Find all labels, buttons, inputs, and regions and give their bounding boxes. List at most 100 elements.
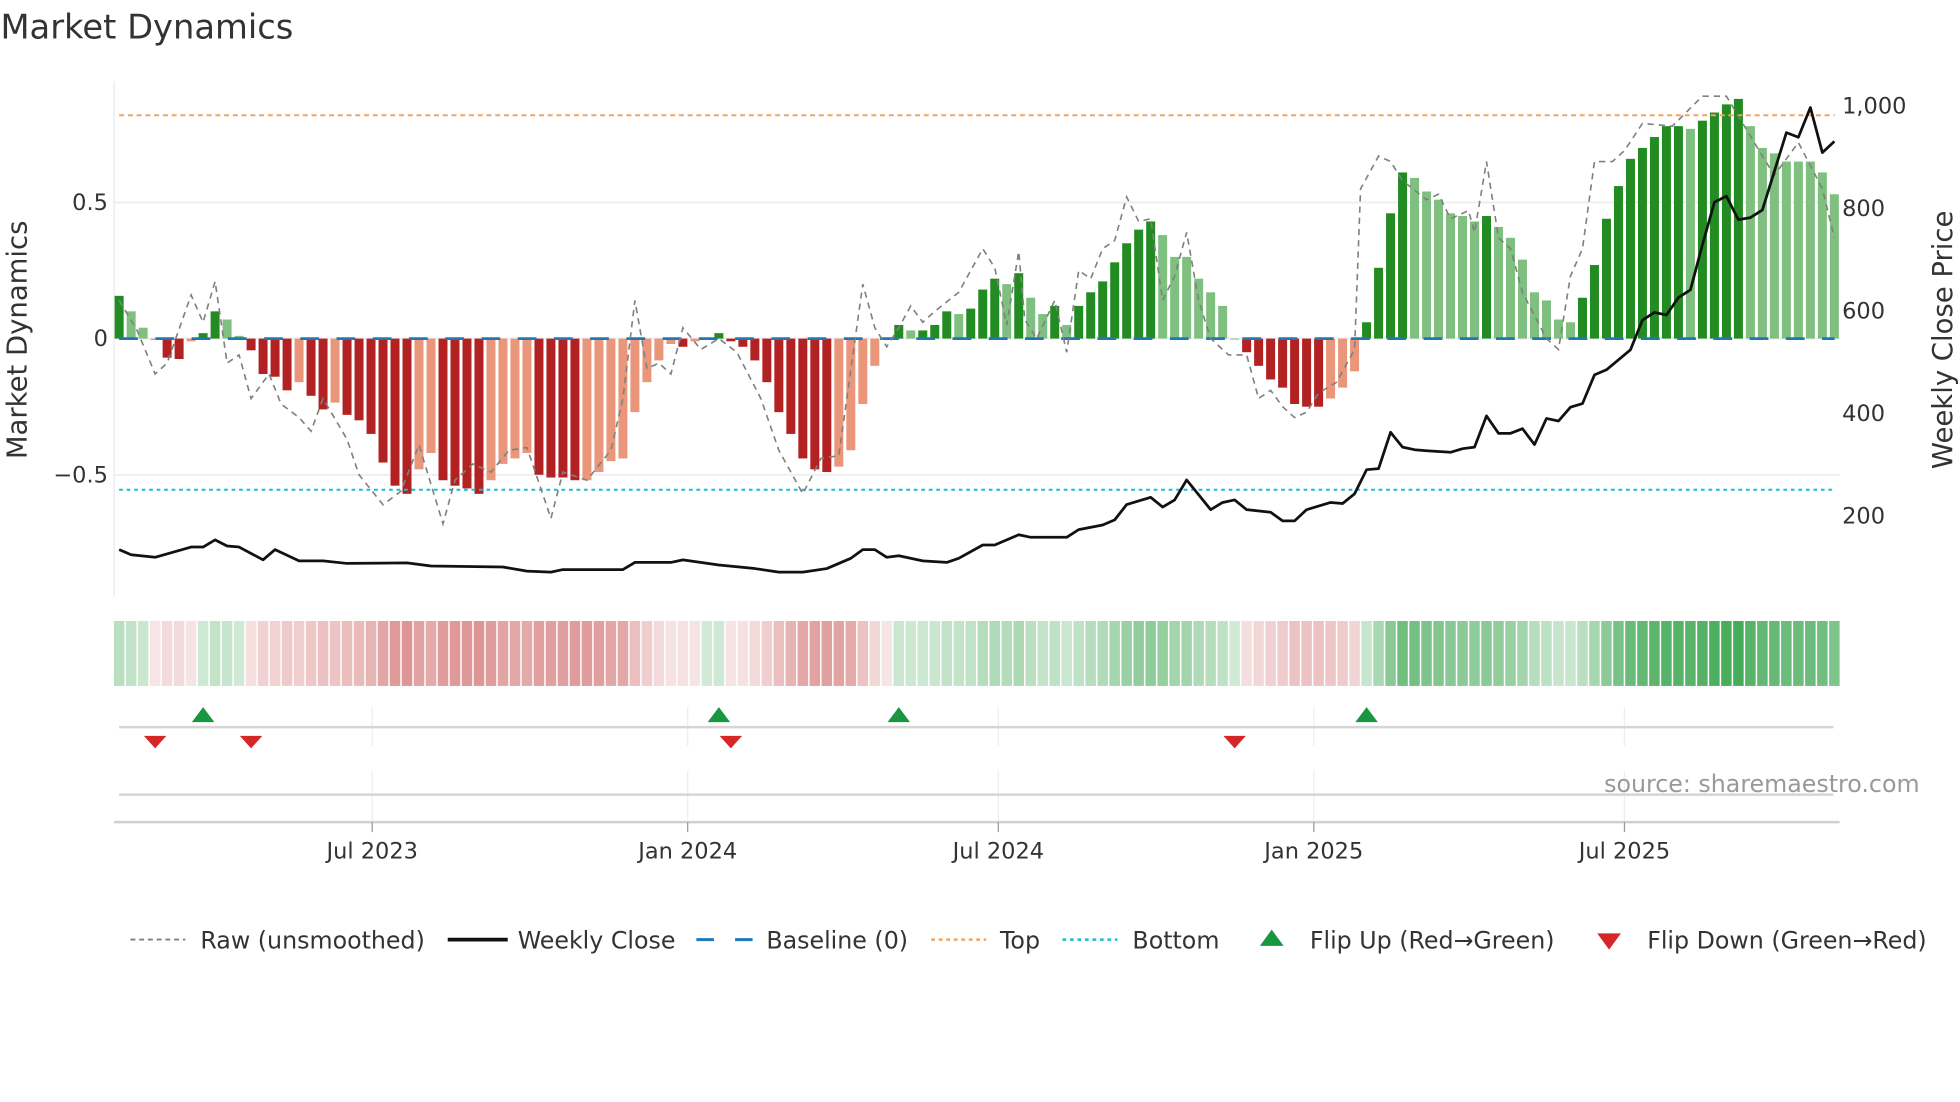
legend-label: Bottom <box>1132 926 1219 954</box>
flip-down-marker <box>719 735 743 749</box>
heatmap-cell <box>737 620 749 686</box>
bar <box>1182 256 1192 339</box>
heatmap-cell <box>797 620 809 686</box>
heatmap-cell <box>305 620 317 686</box>
heatmap-cell <box>641 620 653 686</box>
y2-tick-label: 400 <box>1842 401 1885 427</box>
heatmap-cell <box>1505 620 1516 686</box>
bar <box>930 324 940 339</box>
bar <box>570 338 580 481</box>
bar <box>438 338 448 481</box>
y2-tick-label: 600 <box>1842 299 1885 325</box>
y2-tick-label: 200 <box>1842 504 1885 530</box>
bar <box>1577 297 1587 339</box>
bar <box>1470 221 1480 339</box>
heatmap-cell <box>1253 620 1264 686</box>
bar <box>222 319 232 339</box>
heatmap-cell <box>389 620 401 686</box>
bar <box>1637 147 1647 339</box>
bar <box>354 338 364 421</box>
heatmap-cell <box>1577 620 1588 686</box>
bar <box>1398 172 1408 339</box>
chart-title: Market Dynamics <box>0 8 293 47</box>
heatmap-cell <box>1433 620 1444 686</box>
heatmap-cell <box>1133 620 1144 686</box>
bar <box>1721 104 1731 339</box>
heatmap-cell <box>1613 620 1624 686</box>
heatmap-cell <box>917 620 929 686</box>
heatmap-cell <box>521 620 533 686</box>
heatmap-cell <box>533 620 545 686</box>
bar <box>1410 177 1420 339</box>
heatmap-cell <box>1601 620 1612 686</box>
legend-label: Flip Down (Green→Red) <box>1647 926 1926 954</box>
heatmap-cell <box>713 620 725 686</box>
heatmap-cell <box>1829 620 1840 686</box>
heatmap-cell <box>821 620 833 686</box>
heatmap-cell <box>893 620 905 686</box>
heatmap-cell <box>353 620 365 686</box>
heatmap-cell <box>1085 620 1096 686</box>
heatmap-cell <box>497 620 509 686</box>
heatmap-cell <box>749 620 761 686</box>
heatmap-cell <box>881 620 893 686</box>
bar <box>1805 161 1815 339</box>
bar <box>774 338 784 413</box>
heatmap-cell <box>293 620 305 686</box>
heatmap-cell <box>1397 620 1408 686</box>
bar <box>1230 338 1240 340</box>
heatmap-cell <box>1169 620 1180 686</box>
source-note: source: sharemaestro.com <box>1604 770 1919 798</box>
bar <box>342 338 352 415</box>
bar <box>474 338 484 494</box>
bar <box>1050 305 1060 339</box>
heatmap-cell <box>1013 620 1024 686</box>
bar <box>846 338 856 451</box>
heatmap-cell <box>1625 620 1636 686</box>
heatmap-cell <box>1049 620 1060 686</box>
bar <box>1541 300 1551 339</box>
bar <box>966 308 976 339</box>
heatmap-cell <box>1637 620 1648 686</box>
bar <box>246 338 256 351</box>
bar <box>1338 338 1348 388</box>
bar <box>198 333 208 339</box>
bar <box>1290 338 1300 404</box>
heatmap-cell <box>1181 620 1192 686</box>
heatmap-cell <box>281 620 293 686</box>
heatmap-cell <box>137 620 149 686</box>
heatmap-cell <box>1061 620 1072 686</box>
bar <box>186 338 196 342</box>
heatmap-cell <box>1193 620 1204 686</box>
flip-markers-panel <box>119 707 1834 823</box>
heatmap-cell <box>629 620 641 686</box>
bar <box>174 338 184 360</box>
flip-up-marker <box>887 707 911 723</box>
heatmap-cell <box>1565 620 1576 686</box>
raw-line <box>118 95 1836 527</box>
heatmap-cell <box>1073 620 1084 686</box>
heatmap-cell <box>1025 620 1036 686</box>
bar <box>810 338 820 470</box>
bar <box>1685 128 1695 339</box>
heatmap-cell <box>401 620 413 686</box>
heatmap-cell <box>557 620 569 686</box>
bar <box>1014 273 1024 339</box>
heatmap-cell <box>1313 620 1324 686</box>
heatmap-cell <box>1217 620 1228 686</box>
bar <box>1218 305 1228 339</box>
bar <box>378 338 388 463</box>
heatmap-cell <box>1529 620 1540 686</box>
bar <box>1625 158 1635 339</box>
bar <box>1170 256 1180 339</box>
bar <box>150 338 160 340</box>
heatmap-cell <box>317 620 329 686</box>
heatmap-cell <box>341 620 353 686</box>
bar <box>294 338 304 383</box>
bar <box>858 338 868 404</box>
heatmap-cell <box>1661 620 1672 686</box>
bar <box>1781 161 1791 339</box>
heatmap-cell <box>1229 620 1240 686</box>
bar <box>498 338 508 464</box>
